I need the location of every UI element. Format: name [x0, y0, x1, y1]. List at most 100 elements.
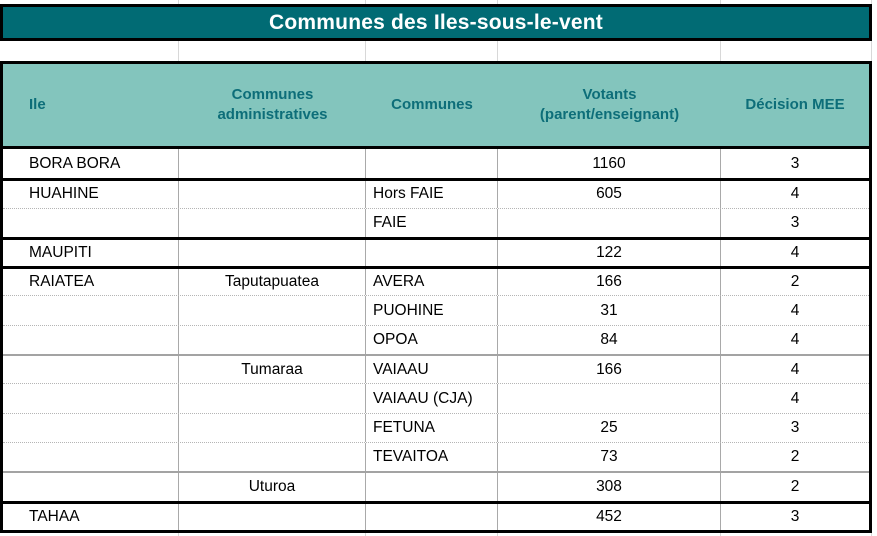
cell-decision-mee[interactable]: 3: [790, 213, 800, 231]
gridline-cell: [721, 41, 872, 61]
cell-votants[interactable]: [498, 384, 721, 413]
cell-commune[interactable]: VAIAAU: [366, 356, 498, 384]
cell-votants[interactable]: 605: [498, 181, 721, 208]
table-row: PUOHINE 31 4: [3, 295, 869, 325]
cell-votants[interactable]: 166: [498, 269, 721, 296]
table-row: Tumaraa VAIAAU 166 4: [3, 354, 869, 384]
column-header-decision-mee[interactable]: Décision MEE: [745, 95, 845, 113]
cell-decision-mee[interactable]: 3: [790, 418, 800, 436]
cell-ile[interactable]: BORA BORA: [3, 149, 179, 179]
table-row: VAIAAU (CJA) 4: [3, 383, 869, 413]
gridline-cell: [721, 532, 872, 536]
cell-commune-administrative[interactable]: Tumaraa: [179, 356, 366, 384]
cell-ile[interactable]: RAIATEA: [3, 269, 179, 296]
cell-ile[interactable]: [3, 473, 179, 501]
cell-commune[interactable]: VAIAAU (CJA): [366, 384, 498, 413]
grid-strip-top: [0, 0, 872, 4]
grid-gap-row: [0, 41, 872, 61]
table-body: BORA BORA 1160 3 HUAHINE Hors FAIE 605 4 FAIE 3 M…: [0, 149, 872, 533]
cell-ile[interactable]: [3, 413, 179, 442]
table-row: HUAHINE Hors FAIE 605 4: [3, 178, 869, 208]
table-row: TEVAITOA 73 2: [3, 441, 869, 472]
cell-ile[interactable]: [3, 384, 179, 413]
cell-commune[interactable]: [366, 149, 498, 179]
cell-votants[interactable]: 31: [498, 296, 721, 325]
cell-commune[interactable]: OPOA: [366, 325, 498, 355]
cell-votants[interactable]: 308: [498, 473, 721, 501]
cell-commune-administrative[interactable]: Taputapuatea: [179, 269, 366, 296]
cell-votants[interactable]: 73: [498, 442, 721, 472]
cell-commune-administrative[interactable]: [179, 181, 366, 208]
gridline-cell: [366, 0, 498, 4]
table-title: Communes des Iles-sous-le-vent: [269, 10, 603, 34]
cell-ile[interactable]: [3, 296, 179, 325]
column-header-communes[interactable]: Communes: [391, 95, 473, 113]
cell-commune-administrative[interactable]: [179, 384, 366, 413]
gridline-cell: [179, 41, 366, 61]
gridline-cell: [0, 532, 179, 536]
gridline-cell: [498, 532, 721, 536]
column-header-communes-administratives[interactable]: Communes administratives: [217, 85, 328, 123]
cell-votants[interactable]: 122: [498, 239, 721, 267]
cell-ile[interactable]: [3, 325, 179, 355]
cell-ile[interactable]: [3, 356, 179, 384]
cell-commune-administrative[interactable]: [179, 239, 366, 267]
cell-ile[interactable]: [3, 208, 179, 237]
cell-ile[interactable]: MAUPITI: [3, 239, 179, 267]
cell-decision-mee[interactable]: 2: [790, 273, 800, 291]
cell-votants[interactable]: 452: [498, 503, 721, 530]
table-title-bar[interactable]: Communes des Iles-sous-le-vent: [0, 4, 872, 41]
cell-commune[interactable]: [366, 239, 498, 267]
cell-decision-mee[interactable]: 4: [790, 301, 800, 319]
cell-ile[interactable]: [3, 442, 179, 472]
gridline-cell: [498, 41, 721, 61]
table-row: MAUPITI 122 4: [3, 236, 869, 267]
gridline-cell: [179, 532, 366, 536]
cell-commune[interactable]: [366, 473, 498, 501]
cell-decision-mee[interactable]: 4: [790, 244, 800, 262]
gridline-cell: [721, 0, 872, 4]
table-header-row: Ile Communes administratives Communes Vo…: [0, 61, 872, 149]
table-row: RAIATEA Taputapuatea AVERA 166 2: [3, 266, 869, 296]
cell-commune-administrative[interactable]: [179, 442, 366, 472]
cell-commune[interactable]: Hors FAIE: [366, 181, 498, 208]
cell-commune[interactable]: TEVAITOA: [366, 442, 498, 472]
cell-decision-mee[interactable]: 4: [790, 185, 800, 203]
column-header-ile[interactable]: Ile: [29, 95, 46, 113]
cell-commune-administrative[interactable]: [179, 413, 366, 442]
cell-votants[interactable]: 166: [498, 356, 721, 384]
gridline-cell: [0, 41, 179, 61]
cell-commune[interactable]: PUOHINE: [366, 296, 498, 325]
gridline-cell: [366, 532, 498, 536]
cell-commune[interactable]: [366, 503, 498, 530]
cell-votants[interactable]: 1160: [498, 149, 721, 179]
cell-decision-mee[interactable]: 3: [790, 154, 800, 172]
cell-decision-mee[interactable]: 2: [790, 477, 800, 495]
cell-commune-administrative[interactable]: [179, 296, 366, 325]
cell-commune[interactable]: FETUNA: [366, 413, 498, 442]
grid-strip-bottom: [0, 532, 872, 536]
cell-decision-mee[interactable]: 4: [790, 360, 800, 378]
table-row: FETUNA 25 3: [3, 412, 869, 442]
cell-commune-administrative[interactable]: [179, 149, 366, 179]
column-header-votants[interactable]: Votants (parent/enseignant): [539, 85, 680, 123]
gridline-cell: [366, 41, 498, 61]
table-row: BORA BORA 1160 3: [3, 149, 869, 179]
cell-decision-mee[interactable]: 4: [790, 330, 800, 348]
table-row: FAIE 3: [3, 207, 869, 237]
cell-commune[interactable]: AVERA: [366, 269, 498, 296]
cell-ile[interactable]: TAHAA: [3, 503, 179, 530]
cell-commune-administrative[interactable]: [179, 325, 366, 355]
cell-decision-mee[interactable]: 3: [790, 507, 800, 525]
cell-votants[interactable]: 25: [498, 413, 721, 442]
cell-decision-mee[interactable]: 4: [790, 389, 800, 407]
cell-decision-mee[interactable]: 2: [790, 448, 800, 466]
cell-votants[interactable]: [498, 208, 721, 237]
cell-commune[interactable]: FAIE: [366, 208, 498, 237]
cell-commune-administrative[interactable]: [179, 208, 366, 237]
cell-votants[interactable]: 84: [498, 325, 721, 355]
cell-commune-administrative[interactable]: [179, 503, 366, 530]
cell-commune-administrative[interactable]: Uturoa: [179, 473, 366, 501]
cell-ile[interactable]: HUAHINE: [3, 181, 179, 208]
